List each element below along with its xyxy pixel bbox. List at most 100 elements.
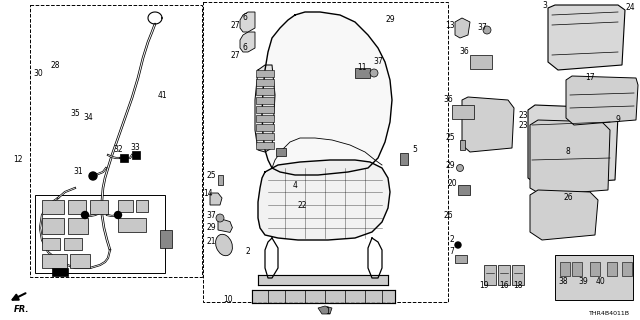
Bar xyxy=(64,238,82,250)
Text: 23: 23 xyxy=(518,110,528,119)
Text: 41: 41 xyxy=(157,91,167,100)
Text: 10: 10 xyxy=(223,295,233,305)
Text: 14: 14 xyxy=(203,188,213,197)
Bar xyxy=(458,185,470,195)
Bar xyxy=(512,265,524,285)
Circle shape xyxy=(81,212,88,219)
Text: 29: 29 xyxy=(445,161,455,170)
Text: 39: 39 xyxy=(578,277,588,286)
Bar xyxy=(400,153,408,165)
Bar xyxy=(118,218,146,232)
Text: 17: 17 xyxy=(585,74,595,83)
Text: 26: 26 xyxy=(563,194,573,203)
Bar xyxy=(256,88,274,95)
Circle shape xyxy=(483,26,491,34)
Circle shape xyxy=(115,212,122,219)
Text: 40: 40 xyxy=(595,277,605,286)
Bar xyxy=(607,262,617,276)
Bar xyxy=(590,262,600,276)
Bar xyxy=(452,105,474,119)
Bar xyxy=(276,148,286,156)
Polygon shape xyxy=(548,5,625,70)
Bar xyxy=(256,106,274,113)
Text: 6: 6 xyxy=(243,13,248,22)
Polygon shape xyxy=(210,193,222,205)
Polygon shape xyxy=(566,76,638,125)
Text: 11: 11 xyxy=(357,63,367,73)
Text: 36: 36 xyxy=(459,47,469,57)
Bar xyxy=(70,254,90,268)
Polygon shape xyxy=(240,12,255,32)
Text: 33: 33 xyxy=(130,142,140,151)
Bar xyxy=(118,200,133,212)
Text: 24: 24 xyxy=(625,4,635,12)
Polygon shape xyxy=(318,306,332,314)
Text: FR.: FR. xyxy=(14,306,29,315)
Text: 25: 25 xyxy=(206,171,216,180)
Text: THR4B4011B: THR4B4011B xyxy=(589,311,630,316)
Bar xyxy=(560,262,570,276)
Bar xyxy=(203,2,448,302)
Text: 18: 18 xyxy=(513,281,523,290)
Bar xyxy=(256,115,274,122)
Bar xyxy=(68,218,88,234)
Polygon shape xyxy=(252,290,395,303)
Text: 2: 2 xyxy=(450,236,454,244)
Circle shape xyxy=(455,242,461,248)
Bar xyxy=(572,262,582,276)
Text: 1: 1 xyxy=(326,308,330,316)
Text: 20: 20 xyxy=(447,179,457,188)
Bar xyxy=(90,200,108,214)
Bar xyxy=(30,5,202,277)
Circle shape xyxy=(456,164,463,172)
Bar xyxy=(498,265,510,285)
Bar xyxy=(256,97,274,104)
Text: 26: 26 xyxy=(443,211,453,220)
Bar xyxy=(160,230,172,248)
Text: 5: 5 xyxy=(413,146,417,155)
Bar xyxy=(256,70,274,77)
Bar xyxy=(132,151,140,159)
Text: 37: 37 xyxy=(477,23,487,33)
Polygon shape xyxy=(258,275,388,285)
Text: 38: 38 xyxy=(558,277,568,286)
Circle shape xyxy=(370,69,378,77)
Text: 29: 29 xyxy=(385,15,395,25)
Text: 35: 35 xyxy=(70,108,80,117)
Polygon shape xyxy=(528,105,618,185)
Text: 32: 32 xyxy=(113,146,123,155)
Bar xyxy=(35,195,165,273)
Bar xyxy=(136,200,148,212)
Bar xyxy=(68,200,86,214)
Bar xyxy=(455,255,467,263)
Bar xyxy=(52,268,68,276)
Text: 25: 25 xyxy=(445,133,455,142)
Bar xyxy=(484,265,496,285)
Bar xyxy=(355,68,370,78)
Text: 21: 21 xyxy=(206,237,216,246)
Text: 37: 37 xyxy=(206,211,216,220)
Bar xyxy=(470,55,492,69)
Text: 16: 16 xyxy=(499,281,509,290)
Bar xyxy=(555,255,633,300)
Bar xyxy=(42,218,64,234)
Text: 27: 27 xyxy=(230,51,240,60)
Text: 2: 2 xyxy=(246,247,250,257)
Polygon shape xyxy=(218,218,232,232)
Polygon shape xyxy=(530,190,598,240)
Bar xyxy=(256,124,274,131)
Polygon shape xyxy=(255,65,275,152)
Ellipse shape xyxy=(216,234,232,256)
Text: 23: 23 xyxy=(518,121,528,130)
Text: 8: 8 xyxy=(566,148,570,156)
Circle shape xyxy=(216,214,224,222)
Text: 4: 4 xyxy=(292,180,298,189)
Circle shape xyxy=(89,172,97,180)
Text: 36: 36 xyxy=(443,95,453,105)
Polygon shape xyxy=(530,120,610,195)
Text: 27: 27 xyxy=(230,20,240,29)
Polygon shape xyxy=(262,12,392,175)
Text: 31: 31 xyxy=(73,167,83,177)
Bar xyxy=(218,175,223,185)
Bar xyxy=(622,262,632,276)
